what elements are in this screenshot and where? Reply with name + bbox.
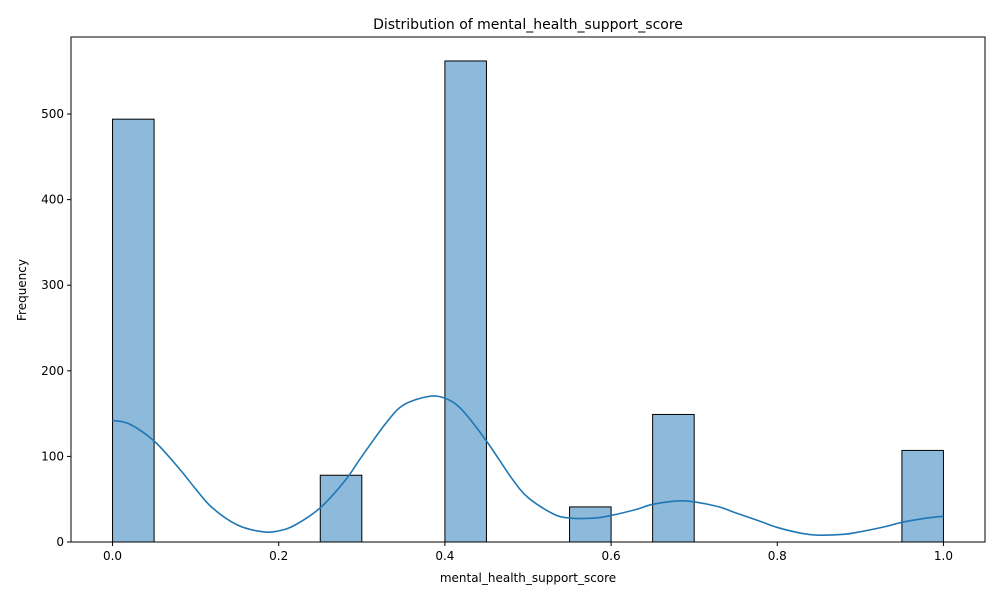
- bars-group: [112, 60, 944, 543]
- y-axis-label: Frequency: [15, 259, 29, 321]
- y-tick-label: 200: [41, 364, 64, 378]
- x-tick-label: 0.4: [435, 549, 454, 563]
- y-tick-label: 0: [56, 535, 64, 549]
- x-tick-label: 0.0: [103, 549, 122, 563]
- x-tick-label: 0.6: [602, 549, 621, 563]
- histogram-bar-5: [901, 449, 944, 543]
- chart-title: Distribution of mental_health_support_sc…: [373, 17, 683, 33]
- y-tick-label: 300: [41, 278, 64, 292]
- x-tick-label: 0.2: [269, 549, 288, 563]
- histogram-bar-2: [444, 60, 487, 543]
- y-tick-label: 100: [41, 449, 64, 463]
- y-tick-label: 400: [41, 193, 64, 207]
- x-tick-label: 1.0: [934, 549, 953, 563]
- x-axis-label: mental_health_support_score: [440, 571, 616, 585]
- histogram-bar-0: [112, 118, 155, 543]
- y-axis-ticks: 0 100 200 300 400 500: [41, 107, 71, 549]
- plot-frame: [70, 36, 986, 543]
- x-tick-label: 0.8: [768, 549, 787, 563]
- histogram-bar-4: [652, 413, 695, 543]
- kde-curve: [112, 395, 944, 536]
- histogram-bar-3: [569, 506, 612, 543]
- x-axis-ticks: 0.0 0.2 0.4 0.6 0.8 1.0: [103, 542, 953, 563]
- y-tick-label: 500: [41, 107, 64, 121]
